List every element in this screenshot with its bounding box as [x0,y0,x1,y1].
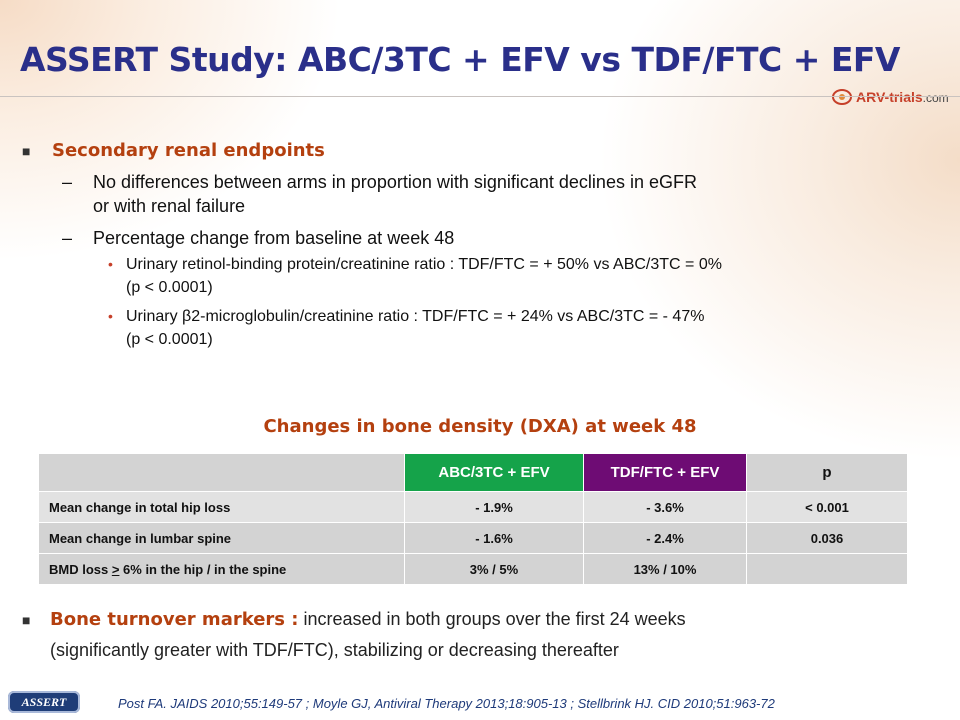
header-abc-arm: ABC/3TC + EFV [404,453,584,492]
header-p-value: p [746,453,908,492]
assert-badge: ASSERT [8,691,80,713]
header-empty [38,453,405,492]
renal-heading-item: ■ Secondary renal endpoints [22,140,325,161]
logo-swirl-icon [832,88,854,106]
dash-bullet: – [62,228,73,248]
arv-trials-logo: ARV-trials.com [832,88,949,106]
tdf-value: - 2.4% [583,522,747,554]
renal-sub-bullet-2-line1: Urinary β2-microglobulin/creatinine rati… [126,308,705,325]
abc-value: - 1.9% [404,491,584,523]
header-tdf-arm: TDF/FTC + EFV [583,453,747,492]
abc-value: - 1.6% [404,522,584,554]
renal-bullet-1-line2: or with renal failure [93,196,246,216]
table-header-row: ABC/3TC + EFV TDF/FTC + EFV p [38,453,908,492]
slide-title: ASSERT Study: ABC/3TC + EFV vs TDF/FTC +… [20,40,900,79]
row-label: Mean change in lumbar spine [38,522,405,554]
renal-bullet-1: – No differences between arms in proport… [62,170,697,218]
row-label: BMD loss > 6% in the hip / in the spine [38,553,405,585]
abc-value: 3% / 5% [404,553,584,585]
references: Post FA. JAIDS 2010;55:149-57 ; Moyle GJ… [118,696,775,711]
renal-heading: Secondary renal endpoints [52,140,325,161]
row-label: Mean change in total hip loss [38,491,405,523]
turnover-text-line1: increased in both groups over the first … [298,609,686,629]
bone-turnover-item: ■ Bone turnover markers : increased in bo… [22,604,922,665]
turnover-heading: Bone turnover markers : [50,609,299,630]
renal-sub-bullet-1-line1: Urinary retinol-binding protein/creatini… [126,256,722,273]
p-value: 0.036 [746,522,908,554]
turnover-text-line2: (significantly greater with TDF/FTC), st… [50,640,619,660]
round-bullet-icon: • [108,256,113,272]
p-value: < 0.001 [746,491,908,523]
tdf-value: - 3.6% [583,491,747,523]
table-row: Mean change in lumbar spine - 1.6% - 2.4… [38,522,908,554]
table-row: BMD loss > 6% in the hip / in the spine … [38,553,908,585]
logo-text: ARV-trials.com [856,89,949,105]
renal-sub-bullet-1: • Urinary retinol-binding protein/creati… [108,253,722,299]
round-bullet-icon: • [108,308,113,324]
renal-sub-bullet-2-line2: (p < 0.0001) [126,331,213,348]
square-bullet-icon: ■ [22,612,31,628]
renal-bullet-1-line1: No differences between arms in proportio… [93,172,697,192]
title-divider [0,96,960,97]
table-row: Mean change in total hip loss - 1.9% - 3… [38,491,908,523]
renal-bullet-2-line1: Percentage change from baseline at week … [93,228,455,248]
bone-table-title: Changes in bone density (DXA) at week 48 [263,416,697,437]
renal-sub-bullet-2: • Urinary β2-microglobulin/creatinine ra… [108,305,704,351]
renal-bullet-2: – Percentage change from baseline at wee… [62,226,454,250]
p-value [746,553,908,585]
bone-density-table: ABC/3TC + EFV TDF/FTC + EFV p Mean chang… [38,453,908,585]
renal-sub-bullet-1-line2: (p < 0.0001) [126,279,213,296]
tdf-value: 13% / 10% [583,553,747,585]
square-bullet-icon: ■ [22,143,31,159]
dash-bullet: – [62,172,73,192]
